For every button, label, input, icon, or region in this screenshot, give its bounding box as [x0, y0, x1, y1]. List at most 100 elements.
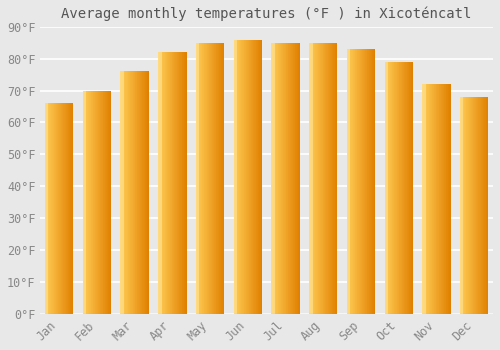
Bar: [170, 52, 171, 314]
Bar: [272, 43, 275, 314]
Bar: [318, 43, 319, 314]
Bar: [433, 84, 434, 314]
Bar: [184, 52, 185, 314]
Bar: [366, 49, 368, 314]
Bar: [437, 84, 438, 314]
Bar: [146, 71, 148, 314]
Bar: [309, 43, 312, 314]
Bar: [134, 71, 136, 314]
Bar: [243, 40, 244, 314]
Bar: [391, 62, 392, 314]
Bar: [311, 43, 312, 314]
Bar: [363, 49, 364, 314]
Bar: [371, 49, 372, 314]
Bar: [442, 84, 443, 314]
Title: Average monthly temperatures (°F ) in Xicoténcatl: Average monthly temperatures (°F ) in Xi…: [62, 7, 472, 21]
Bar: [58, 103, 59, 314]
Bar: [140, 71, 141, 314]
Bar: [100, 91, 101, 314]
Bar: [465, 97, 466, 314]
Bar: [65, 103, 66, 314]
Bar: [322, 43, 324, 314]
Bar: [467, 97, 468, 314]
Bar: [462, 97, 463, 314]
Bar: [402, 62, 403, 314]
Bar: [432, 84, 433, 314]
Bar: [476, 97, 477, 314]
Bar: [99, 91, 100, 314]
Bar: [404, 62, 405, 314]
Bar: [480, 97, 482, 314]
Bar: [201, 43, 202, 314]
Bar: [200, 43, 201, 314]
Bar: [92, 91, 94, 314]
Bar: [395, 62, 396, 314]
Bar: [182, 52, 183, 314]
Bar: [59, 103, 60, 314]
Bar: [247, 40, 248, 314]
Bar: [106, 91, 107, 314]
Bar: [181, 52, 182, 314]
Bar: [291, 43, 292, 314]
Bar: [466, 97, 467, 314]
Bar: [120, 71, 121, 314]
Bar: [436, 84, 437, 314]
Bar: [68, 103, 69, 314]
Bar: [332, 43, 333, 314]
Bar: [259, 40, 260, 314]
Bar: [438, 84, 440, 314]
Bar: [260, 40, 262, 314]
Bar: [211, 43, 212, 314]
Bar: [162, 52, 163, 314]
Bar: [398, 62, 400, 314]
Bar: [176, 52, 178, 314]
Bar: [87, 91, 88, 314]
Bar: [131, 71, 132, 314]
Bar: [132, 71, 133, 314]
Bar: [296, 43, 297, 314]
Bar: [250, 40, 252, 314]
Bar: [288, 43, 289, 314]
Bar: [102, 91, 104, 314]
Bar: [329, 43, 330, 314]
Bar: [326, 43, 327, 314]
Bar: [90, 91, 91, 314]
Bar: [284, 43, 285, 314]
Bar: [292, 43, 294, 314]
Bar: [309, 43, 310, 314]
Bar: [484, 97, 485, 314]
Bar: [448, 84, 449, 314]
Bar: [477, 97, 478, 314]
Bar: [223, 43, 224, 314]
Bar: [310, 43, 311, 314]
Bar: [83, 91, 86, 314]
Bar: [218, 43, 220, 314]
Bar: [48, 103, 50, 314]
Bar: [242, 40, 243, 314]
Bar: [244, 40, 245, 314]
Bar: [101, 91, 102, 314]
Bar: [45, 103, 48, 314]
Bar: [446, 84, 447, 314]
Bar: [275, 43, 276, 314]
Bar: [139, 71, 140, 314]
Bar: [360, 49, 361, 314]
Bar: [334, 43, 336, 314]
Bar: [475, 97, 476, 314]
Bar: [369, 49, 370, 314]
Bar: [469, 97, 470, 314]
Bar: [298, 43, 299, 314]
Bar: [299, 43, 300, 314]
Bar: [464, 97, 465, 314]
Bar: [110, 91, 111, 314]
Bar: [55, 103, 56, 314]
Bar: [374, 49, 375, 314]
Bar: [474, 97, 475, 314]
Bar: [320, 43, 321, 314]
Bar: [431, 84, 432, 314]
Bar: [98, 91, 99, 314]
Bar: [486, 97, 487, 314]
Bar: [487, 97, 488, 314]
Bar: [138, 71, 139, 314]
Bar: [122, 71, 124, 314]
